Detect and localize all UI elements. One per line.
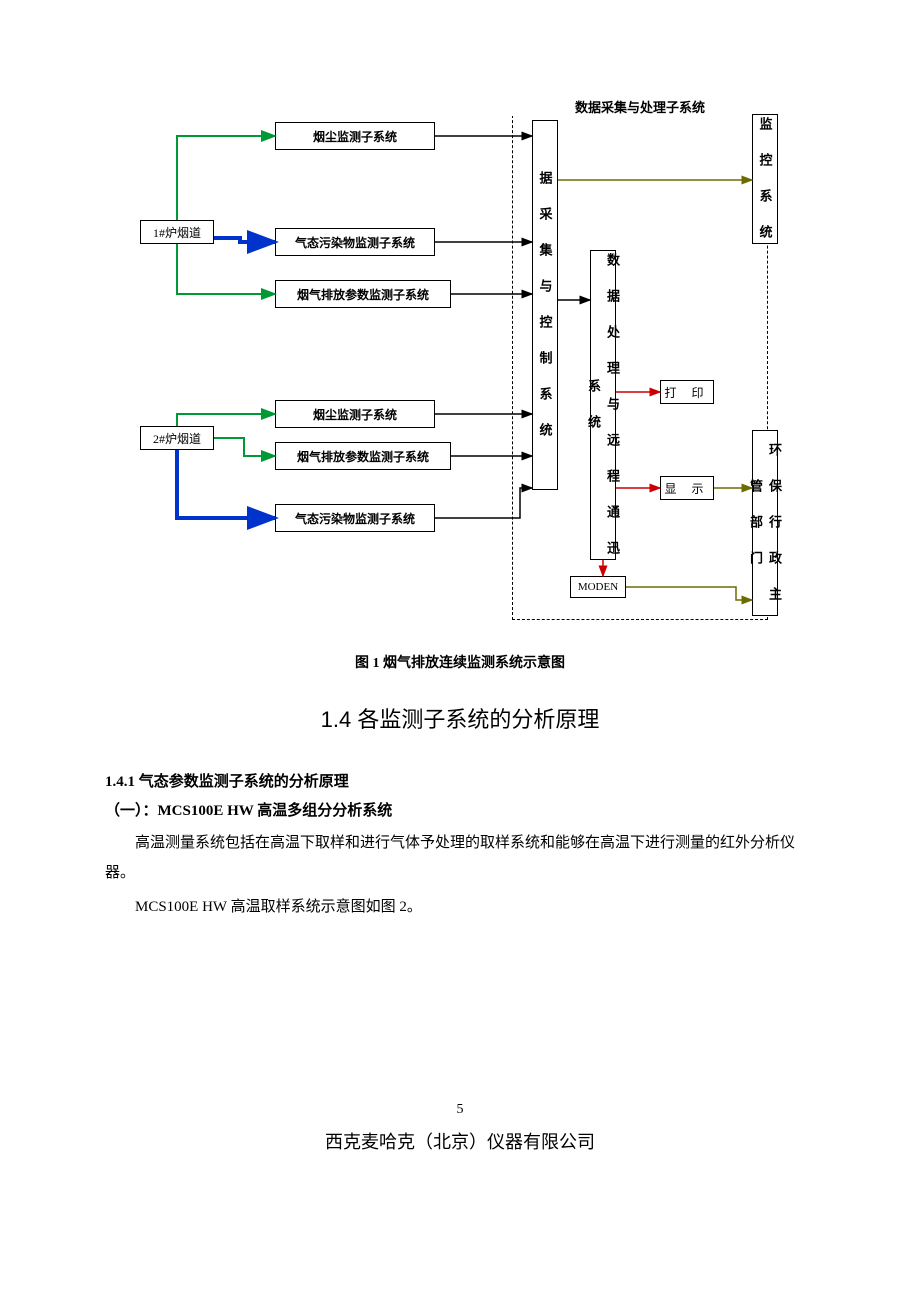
page-number: 5: [105, 1102, 815, 1118]
subsection-heading: 1.4.1 气态参数监测子系统的分析原理: [105, 770, 815, 791]
system-diagram: 数据采集与处理子系统 1#炉烟道 2#炉烟道 烟尘监测子系统 气态污染物监测子系…: [140, 100, 780, 640]
section-heading: 1.4 各监测子系统的分析原理: [105, 702, 815, 734]
diagram-caption: 图 1 烟气排放连续监测系统示意图: [105, 652, 815, 672]
document-page: 数据采集与处理子系统 1#炉烟道 2#炉烟道 烟尘监测子系统 气态污染物监测子系…: [0, 0, 920, 1194]
connector-layer: [140, 100, 780, 640]
paragraph-2: MCS100E HW 高温取样系统示意图如图 2。: [105, 892, 815, 922]
item-heading: （一）：MCS100E HW 高温多组分分析系统: [105, 799, 815, 820]
company-footer: 西克麦哈克（北京）仪器有限公司: [105, 1128, 815, 1154]
paragraph-1: 高温测量系统包括在高温下取样和进行气体予处理的取样系统和能够在高温下进行测量的红…: [105, 828, 815, 888]
